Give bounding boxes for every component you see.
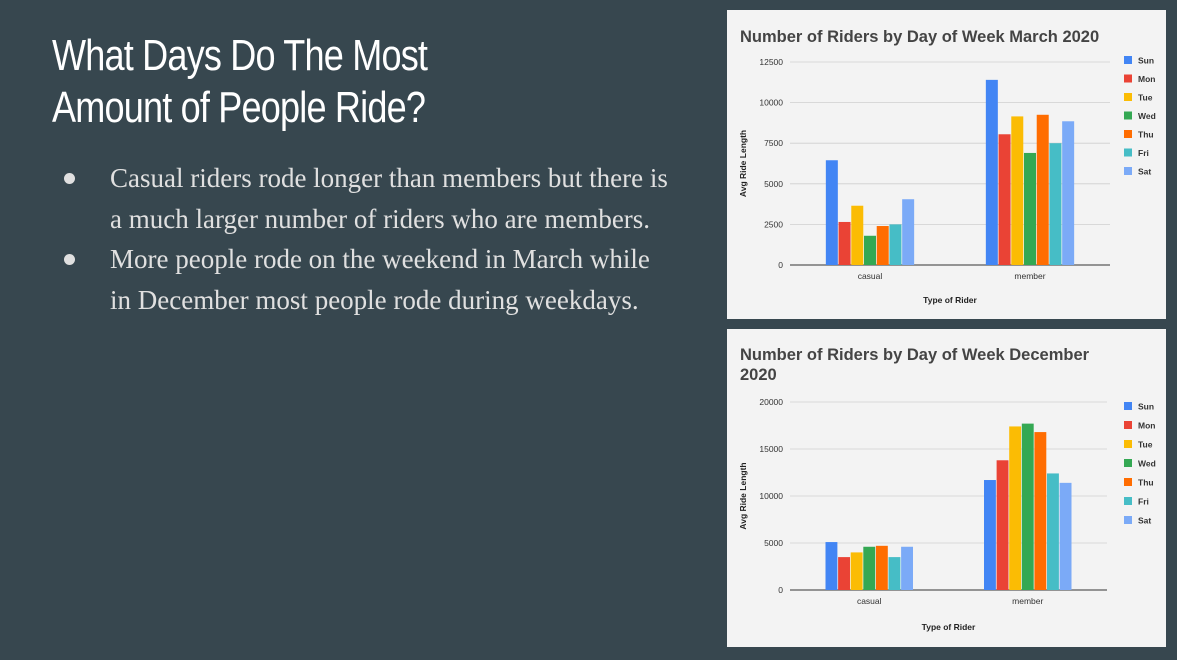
bullet-list: Casual riders rode longer than members b… bbox=[64, 158, 674, 320]
bar-sun-member bbox=[984, 480, 996, 590]
bullet-text: Casual riders rode longer than members b… bbox=[110, 163, 668, 234]
bar-wed-member bbox=[1021, 423, 1034, 590]
x-tick-label: casual bbox=[857, 596, 882, 606]
y-tick-label: 10000 bbox=[759, 491, 783, 501]
bar-mon-member bbox=[998, 134, 1011, 265]
bar-thu-member bbox=[1036, 114, 1049, 265]
legend-label: Mon bbox=[1138, 74, 1155, 84]
chart-december-2020: Number of Riders by Day of Week December… bbox=[727, 329, 1166, 647]
bar-sat-member bbox=[1059, 482, 1072, 590]
legend-label: Tue bbox=[1138, 440, 1153, 450]
bar-sun-casual bbox=[825, 160, 838, 265]
legend-label: Tue bbox=[1138, 93, 1153, 103]
bar-tue-casual bbox=[851, 205, 864, 265]
legend-label: Fri bbox=[1138, 497, 1149, 507]
bar-tue-member bbox=[1009, 426, 1022, 590]
y-axis-label: Avg Ride Length bbox=[738, 130, 748, 197]
y-tick-label: 7500 bbox=[764, 138, 783, 148]
bar-mon-casual bbox=[838, 221, 851, 265]
bar-fri-member bbox=[1049, 143, 1062, 265]
y-tick-label: 12500 bbox=[759, 57, 783, 67]
bar-fri-casual bbox=[888, 557, 901, 590]
bar-wed-casual bbox=[864, 235, 876, 265]
bullet-dot-icon bbox=[64, 173, 75, 184]
legend-swatch bbox=[1124, 93, 1132, 101]
bar-sun-member bbox=[985, 79, 998, 265]
y-tick-label: 15000 bbox=[759, 444, 783, 454]
y-tick-label: 0 bbox=[778, 260, 783, 270]
x-tick-label: member bbox=[1012, 596, 1043, 606]
bar-tue-member bbox=[1011, 116, 1024, 266]
legend-swatch bbox=[1124, 148, 1132, 157]
legend-label: Fri bbox=[1138, 148, 1149, 158]
bar-mon-member bbox=[996, 460, 1009, 590]
bar-fri-member bbox=[1047, 473, 1059, 590]
x-tick-label: member bbox=[1014, 271, 1045, 281]
legend-label: Mon bbox=[1138, 421, 1155, 431]
y-tick-label: 0 bbox=[778, 585, 783, 595]
legend-swatch bbox=[1124, 516, 1132, 524]
legend-label: Sun bbox=[1138, 56, 1154, 66]
legend-swatch bbox=[1124, 478, 1132, 486]
bar-wed-casual bbox=[863, 546, 876, 590]
x-axis-label: Type of Rider bbox=[923, 295, 977, 305]
bar-sun-casual bbox=[825, 542, 838, 590]
bar-mon-casual bbox=[838, 557, 850, 590]
legend-swatch bbox=[1124, 111, 1132, 120]
chart-title: Number of Riders by Day of Week March 20… bbox=[740, 28, 1099, 46]
legend-label: Sat bbox=[1138, 167, 1151, 177]
y-tick-label: 20000 bbox=[759, 397, 783, 407]
y-tick-label: 5000 bbox=[764, 538, 783, 548]
legend-label: Wed bbox=[1138, 459, 1156, 469]
legend-swatch bbox=[1124, 130, 1132, 138]
bar-sat-casual bbox=[902, 199, 915, 265]
legend-label: Wed bbox=[1138, 111, 1156, 121]
slide-title: What Days Do The Most Amount of People R… bbox=[52, 30, 544, 134]
y-tick-label: 2500 bbox=[764, 219, 783, 229]
bullet-dot-icon bbox=[64, 254, 75, 265]
chart-title-line: 2020 bbox=[740, 366, 777, 384]
bullet-item: Casual riders rode longer than members b… bbox=[64, 158, 674, 239]
chart-march-2020: Number of Riders by Day of Week March 20… bbox=[727, 10, 1166, 319]
legend-swatch bbox=[1124, 440, 1132, 448]
y-axis-label: Avg Ride Length bbox=[738, 462, 748, 529]
legend-swatch bbox=[1124, 74, 1132, 83]
legend-swatch bbox=[1124, 459, 1132, 467]
legend-swatch bbox=[1124, 421, 1132, 429]
bullet-item: More people rode on the weekend in March… bbox=[64, 239, 674, 320]
x-tick-label: casual bbox=[858, 271, 883, 281]
legend-swatch bbox=[1124, 402, 1132, 410]
slide-title-line-2: Amount of People Ride? bbox=[52, 83, 426, 132]
legend-swatch bbox=[1124, 167, 1132, 175]
bar-fri-casual bbox=[889, 224, 902, 265]
legend-label: Thu bbox=[1138, 478, 1154, 488]
legend-swatch bbox=[1124, 497, 1132, 505]
legend-label: Thu bbox=[1138, 130, 1154, 140]
bar-sat-member bbox=[1062, 121, 1075, 265]
legend-label: Sun bbox=[1138, 402, 1154, 412]
bullet-text: More people rode on the weekend in March… bbox=[110, 244, 650, 315]
bar-wed-member bbox=[1024, 152, 1036, 265]
bar-thu-member bbox=[1034, 432, 1047, 590]
slide-title-line-1: What Days Do The Most bbox=[52, 31, 428, 80]
chart-title: Number of Riders by Day of Week December… bbox=[740, 346, 1090, 384]
bar-thu-casual bbox=[876, 226, 889, 265]
chart-march-svg: Number of Riders by Day of Week March 20… bbox=[738, 28, 1156, 305]
y-tick-label: 5000 bbox=[764, 179, 783, 189]
chart-title-line: Number of Riders by Day of Week March 20… bbox=[740, 28, 1099, 46]
x-axis-label: Type of Rider bbox=[922, 622, 976, 632]
chart-december-svg: Number of Riders by Day of Week December… bbox=[738, 346, 1156, 632]
bar-sat-casual bbox=[901, 546, 913, 590]
y-tick-label: 10000 bbox=[759, 98, 783, 108]
chart-title-line: Number of Riders by Day of Week December bbox=[740, 346, 1090, 364]
bar-thu-casual bbox=[875, 545, 888, 590]
bar-tue-casual bbox=[850, 552, 863, 590]
legend-swatch bbox=[1124, 56, 1132, 64]
legend-label: Sat bbox=[1138, 516, 1151, 526]
